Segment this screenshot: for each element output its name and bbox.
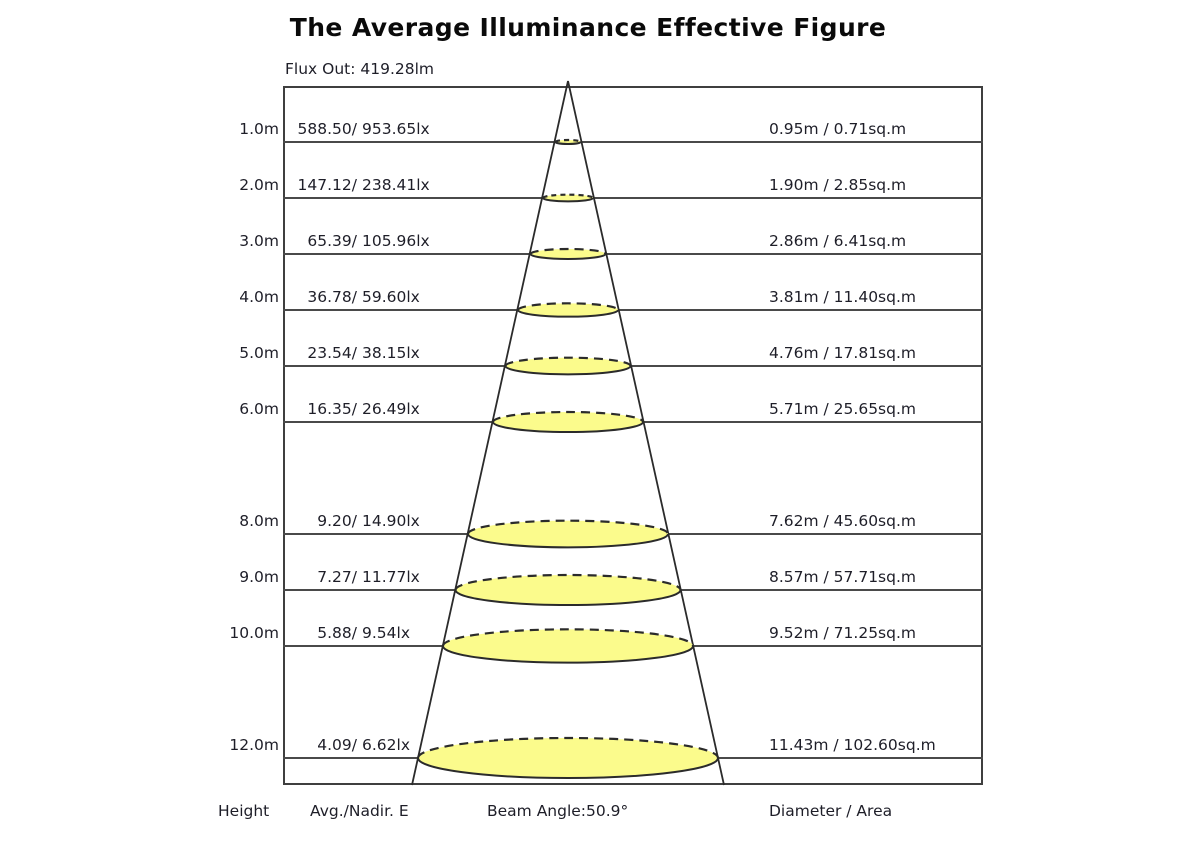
grid-line	[283, 645, 983, 647]
avg-illuminance-value: 7.27/	[317, 568, 357, 586]
nadir-illuminance-value: 26.49lx	[362, 400, 420, 418]
height-label: 8.0m	[239, 512, 279, 530]
page-title: The Average Illuminance Effective Figure	[289, 13, 887, 42]
footer-diameter-area-label: Diameter / Area	[769, 802, 893, 820]
height-label: 9.0m	[239, 568, 279, 586]
nadir-illuminance-value: 238.41lx	[362, 176, 430, 194]
flux-out-label: Flux Out: 419.28lm	[285, 60, 435, 78]
avg-illuminance-value: 588.50/	[297, 120, 357, 138]
avg-illuminance-value: 9.20/	[317, 512, 357, 530]
footer-height-label: Height	[218, 802, 270, 820]
grid-line	[283, 197, 983, 199]
diameter-area-value: 5.71m / 25.65sq.m	[769, 400, 917, 418]
diameter-area-value: 1.90m / 2.85sq.m	[769, 176, 907, 194]
diameter-area-value: 4.76m / 17.81sq.m	[769, 344, 917, 362]
grid-line	[283, 421, 983, 423]
nadir-illuminance-value: 9.54lx	[362, 624, 410, 642]
grid-line	[283, 757, 983, 759]
table-row: 1.0m 588.50/ 953.65lx 0.95m / 0.71sq.m	[0, 120, 1200, 140]
avg-illuminance-value: 5.88/	[317, 624, 357, 642]
grid-line	[283, 253, 983, 255]
nadir-illuminance-value: 105.96lx	[362, 232, 430, 250]
nadir-illuminance-value: 953.65lx	[362, 120, 430, 138]
height-label: 3.0m	[239, 232, 279, 250]
grid-line	[283, 589, 983, 591]
avg-illuminance-value: 65.39/	[307, 232, 357, 250]
avg-illuminance-value: 147.12/	[297, 176, 357, 194]
height-label: 5.0m	[239, 344, 279, 362]
diameter-area-value: 7.62m / 45.60sq.m	[769, 512, 917, 530]
height-label: 10.0m	[229, 624, 279, 642]
table-row: 5.0m 23.54/ 38.15lx 4.76m / 17.81sq.m	[0, 344, 1200, 364]
height-label: 6.0m	[239, 400, 279, 418]
table-row: 4.0m 36.78/ 59.60lx 3.81m / 11.40sq.m	[0, 288, 1200, 308]
height-label: 12.0m	[229, 736, 279, 754]
avg-illuminance-value: 23.54/	[307, 344, 357, 362]
diameter-area-value: 0.95m / 0.71sq.m	[769, 120, 907, 138]
footer-avg-nadir-label: Avg./Nadir. E	[310, 802, 409, 820]
nadir-illuminance-value: 14.90lx	[362, 512, 420, 530]
grid-line	[283, 141, 983, 143]
table-row: 6.0m 16.35/ 26.49lx 5.71m / 25.65sq.m	[0, 400, 1200, 420]
grid-line	[283, 365, 983, 367]
height-label: 2.0m	[239, 176, 279, 194]
table-row: 3.0m 65.39/ 105.96lx 2.86m / 6.41sq.m	[0, 232, 1200, 252]
table-row: 9.0m 7.27/ 11.77lx 8.57m / 57.71sq.m	[0, 568, 1200, 588]
diameter-area-value: 3.81m / 11.40sq.m	[769, 288, 917, 306]
grid-line	[283, 533, 983, 535]
height-label: 1.0m	[239, 120, 279, 138]
table-row: 10.0m 5.88/ 9.54lx 9.52m / 71.25sq.m	[0, 624, 1200, 644]
table-row: 8.0m 9.20/ 14.90lx 7.62m / 45.60sq.m	[0, 512, 1200, 532]
diameter-area-value: 2.86m / 6.41sq.m	[769, 232, 907, 250]
diameter-area-value: 8.57m / 57.71sq.m	[769, 568, 917, 586]
nadir-illuminance-value: 38.15lx	[362, 344, 420, 362]
height-label: 4.0m	[239, 288, 279, 306]
avg-illuminance-value: 4.09/	[317, 736, 357, 754]
table-row: 2.0m 147.12/ 238.41lx 1.90m / 2.85sq.m	[0, 176, 1200, 196]
footer-beam-angle-label: Beam Angle:50.9°	[487, 802, 629, 820]
nadir-illuminance-value: 11.77lx	[362, 568, 420, 586]
avg-illuminance-value: 36.78/	[307, 288, 357, 306]
avg-illuminance-value: 16.35/	[307, 400, 357, 418]
diameter-area-value: 9.52m / 71.25sq.m	[769, 624, 917, 642]
grid-line	[283, 309, 983, 311]
nadir-illuminance-value: 59.60lx	[362, 288, 420, 306]
diameter-area-value: 11.43m / 102.60sq.m	[769, 736, 936, 754]
table-row: 12.0m 4.09/ 6.62lx 11.43m / 102.60sq.m	[0, 736, 1200, 756]
nadir-illuminance-value: 6.62lx	[362, 736, 410, 754]
